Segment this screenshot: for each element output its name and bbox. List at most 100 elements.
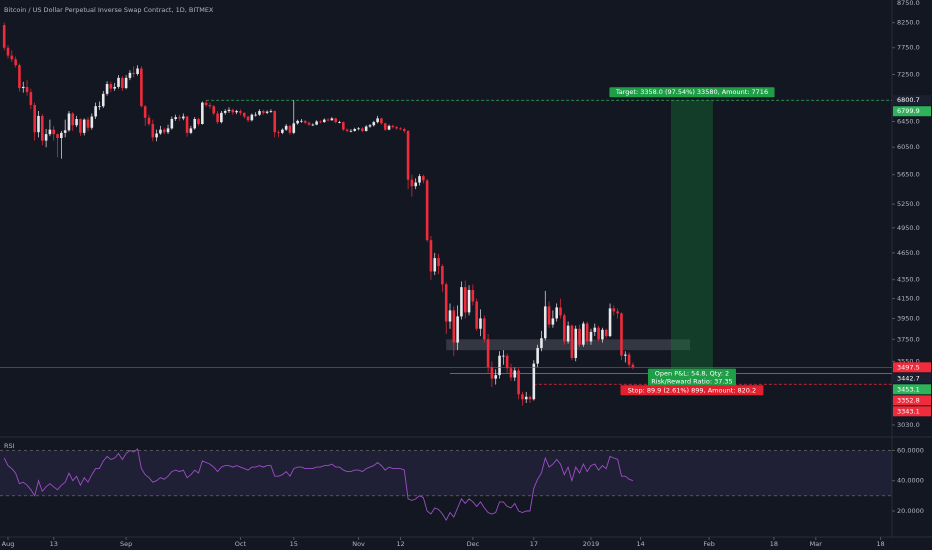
x-tick-label: Feb <box>703 540 715 548</box>
x-tick-label: 12 <box>396 540 404 548</box>
rsi-y-tick-label: 40.0000 <box>897 477 924 485</box>
rsi-band <box>0 450 892 496</box>
candle-body <box>124 77 128 89</box>
candle-body <box>494 375 498 379</box>
candle-body <box>540 338 543 348</box>
rsi-y-tick-label: 60.0000 <box>897 446 924 454</box>
candle-body <box>155 133 158 138</box>
x-tick-label: 17 <box>530 540 538 548</box>
candle-body <box>178 117 181 119</box>
candle-body <box>395 127 398 129</box>
x-tick-label: 2019 <box>583 540 600 548</box>
candle-body <box>604 329 608 337</box>
candle-body <box>40 115 44 141</box>
y-tick-label: 3030.0 <box>897 421 920 429</box>
candle-body <box>277 132 280 134</box>
candle-body <box>67 113 71 131</box>
candle-body <box>239 111 242 113</box>
candle-body <box>524 396 528 400</box>
candle-body <box>94 106 97 117</box>
candle-body <box>460 287 463 317</box>
candle-body <box>151 123 155 138</box>
rsi-line <box>3 448 634 522</box>
candle-body <box>345 129 349 131</box>
candle-body <box>585 323 589 342</box>
candle-body <box>208 105 212 107</box>
candle-body <box>422 176 425 181</box>
candle-body <box>216 113 219 123</box>
candle-body <box>513 370 517 378</box>
candle-body <box>10 55 14 60</box>
x-tick-label: 13 <box>50 540 58 548</box>
candle-body <box>448 310 452 322</box>
candle-body <box>6 47 10 56</box>
position-label-box <box>620 385 764 396</box>
candle-body <box>269 111 273 112</box>
candle-body <box>128 72 132 78</box>
candle-body <box>505 355 509 369</box>
candle-body <box>33 105 36 133</box>
candle-body <box>284 125 288 130</box>
candle-body <box>418 176 421 183</box>
y-tick-label: 4950.0 <box>897 224 920 232</box>
price-tag-label: 3497.5 <box>897 363 920 371</box>
candle-body <box>90 116 94 128</box>
candle-body <box>227 109 231 112</box>
candle-body <box>502 355 505 357</box>
candle-body <box>342 122 345 130</box>
candle-body <box>517 370 520 395</box>
y-tick-label: 3550.0 <box>897 357 920 365</box>
candle-body <box>18 65 21 89</box>
position-label: Stop: 89.9 (2.61%) 899, Amount: 820.2 <box>628 386 756 394</box>
candle-body <box>563 315 566 342</box>
candle-body <box>490 367 494 379</box>
candle-body <box>189 128 193 133</box>
candle-body <box>528 396 532 400</box>
candle-body <box>334 118 337 123</box>
candle-body <box>52 129 56 135</box>
candle-body <box>532 363 536 400</box>
candle-body <box>159 129 162 134</box>
candle-body <box>452 310 456 343</box>
candle-body <box>627 354 631 365</box>
candle-body <box>616 311 619 314</box>
price-tag-label: 3453.1 <box>897 385 920 393</box>
y-tick-label: 6450.0 <box>897 117 920 125</box>
candle-body <box>612 308 616 312</box>
candle-body <box>136 68 139 74</box>
price-tag <box>893 362 931 373</box>
candle-body <box>113 86 116 89</box>
candle-body <box>86 119 90 128</box>
candle-body <box>166 128 170 133</box>
candle-body <box>75 119 78 126</box>
price-tag <box>893 373 931 384</box>
candle-body <box>143 106 147 118</box>
candle-body <box>147 117 151 124</box>
candle-body <box>315 121 318 125</box>
y-tick-label: 5250.0 <box>897 200 920 208</box>
candle-body <box>261 111 265 113</box>
candle-body <box>425 180 429 241</box>
x-tick-label: Nov <box>352 540 365 548</box>
candle-body <box>482 318 486 340</box>
candle-body <box>536 347 539 364</box>
candle-body <box>242 112 246 117</box>
y-tick-label: 7750.0 <box>897 44 920 52</box>
candle-body <box>349 130 353 132</box>
candle-body <box>406 130 410 180</box>
pnl-box <box>647 368 736 387</box>
candle-body <box>620 313 623 356</box>
candle-body <box>296 120 299 124</box>
candle-body <box>471 289 475 302</box>
candle-body <box>63 130 67 133</box>
candle-body <box>498 355 501 376</box>
candle-body <box>589 331 593 342</box>
candle-body <box>383 123 387 130</box>
candle-body <box>2 25 6 48</box>
candle-body <box>582 323 585 345</box>
candle-body <box>372 122 376 126</box>
candle-body <box>109 84 113 89</box>
candle-body <box>307 122 311 125</box>
candle-body <box>551 318 555 325</box>
candle-body <box>29 92 33 106</box>
